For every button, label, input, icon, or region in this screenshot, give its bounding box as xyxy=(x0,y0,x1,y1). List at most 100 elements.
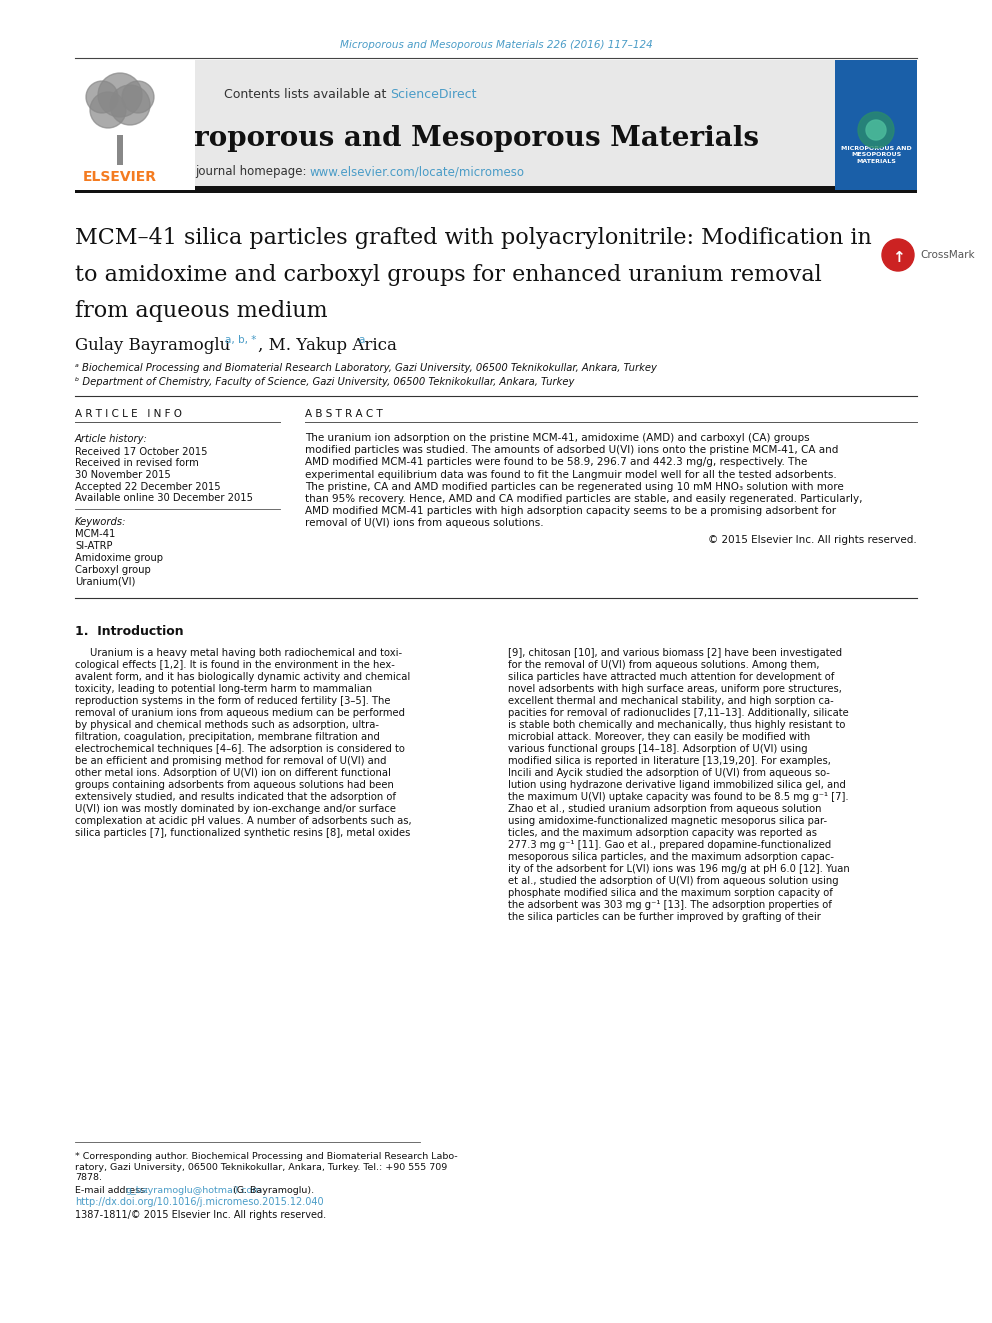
Text: ity of the adsorbent for L(VI) ions was 196 mg/g at pH 6.0 [12]. Yuan: ity of the adsorbent for L(VI) ions was … xyxy=(508,864,850,875)
Text: for the removal of U(VI) from aqueous solutions. Among them,: for the removal of U(VI) from aqueous so… xyxy=(508,660,819,669)
Text: Zhao et al., studied uranium adsorption from aqueous solution: Zhao et al., studied uranium adsorption … xyxy=(508,804,821,814)
Text: et al., studied the adsorption of U(VI) from aqueous solution using: et al., studied the adsorption of U(VI) … xyxy=(508,876,838,886)
Text: excellent thermal and mechanical stability, and high sorption ca-: excellent thermal and mechanical stabili… xyxy=(508,696,833,706)
Text: ticles, and the maximum adsorption capacity was reported as: ticles, and the maximum adsorption capac… xyxy=(508,828,817,837)
Text: various functional groups [14–18]. Adsorption of U(VI) using: various functional groups [14–18]. Adsor… xyxy=(508,744,807,754)
Text: groups containing adsorbents from aqueous solutions had been: groups containing adsorbents from aqueou… xyxy=(75,781,394,790)
Text: ratory, Gazi University, 06500 Teknikokullar, Ankara, Turkey. Tel.: +90 555 709: ratory, Gazi University, 06500 Teknikoku… xyxy=(75,1163,447,1171)
Text: * Corresponding author. Biochemical Processing and Biomaterial Research Labo-: * Corresponding author. Biochemical Proc… xyxy=(75,1152,457,1162)
Text: complexation at acidic pH values. A number of adsorbents such as,: complexation at acidic pH values. A numb… xyxy=(75,816,412,826)
Text: , M. Yakup Arica: , M. Yakup Arica xyxy=(258,336,397,353)
Text: MCM–41 silica particles grafted with polyacrylonitrile: Modification in: MCM–41 silica particles grafted with pol… xyxy=(75,228,872,249)
Text: the silica particles can be further improved by grafting of their: the silica particles can be further impr… xyxy=(508,912,820,922)
Text: journal homepage:: journal homepage: xyxy=(194,165,310,179)
Circle shape xyxy=(110,85,150,124)
Text: 277.3 mg g⁻¹ [11]. Gao et al., prepared dopamine-functionalized: 277.3 mg g⁻¹ [11]. Gao et al., prepared … xyxy=(508,840,831,849)
Circle shape xyxy=(86,81,118,112)
Text: MICROPOROUS AND
MESOPOROUS
MATERIALS: MICROPOROUS AND MESOPOROUS MATERIALS xyxy=(840,146,912,164)
Text: mesoporous silica particles, and the maximum adsorption capac-: mesoporous silica particles, and the max… xyxy=(508,852,834,863)
Text: © 2015 Elsevier Inc. All rights reserved.: © 2015 Elsevier Inc. All rights reserved… xyxy=(708,534,917,545)
Circle shape xyxy=(122,81,154,112)
Circle shape xyxy=(888,245,908,265)
Text: filtration, coagulation, precipitation, membrane filtration and: filtration, coagulation, precipitation, … xyxy=(75,732,380,742)
Text: 1387-1811/© 2015 Elsevier Inc. All rights reserved.: 1387-1811/© 2015 Elsevier Inc. All right… xyxy=(75,1211,326,1220)
Text: Uranium(VI): Uranium(VI) xyxy=(75,577,135,587)
Text: to amidoxime and carboxyl groups for enhanced uranium removal: to amidoxime and carboxyl groups for enh… xyxy=(75,265,821,286)
Text: Received 17 October 2015: Received 17 October 2015 xyxy=(75,447,207,456)
Text: A B S T R A C T: A B S T R A C T xyxy=(305,409,383,419)
Circle shape xyxy=(90,93,126,128)
Text: ᵇ Department of Chemistry, Faculty of Science, Gazi University, 06500 Teknikokul: ᵇ Department of Chemistry, Faculty of Sc… xyxy=(75,377,574,388)
Text: Contents lists available at: Contents lists available at xyxy=(223,89,390,102)
Text: Carboxyl group: Carboxyl group xyxy=(75,565,151,576)
Text: using amidoxime-functionalized magnetic mesoporus silica par-: using amidoxime-functionalized magnetic … xyxy=(508,816,827,826)
Text: [9], chitosan [10], and various biomass [2] have been investigated: [9], chitosan [10], and various biomass … xyxy=(508,648,842,658)
Text: Available online 30 December 2015: Available online 30 December 2015 xyxy=(75,493,253,503)
Text: MCM-41: MCM-41 xyxy=(75,529,115,538)
Text: Uranium is a heavy metal having both radiochemical and toxi-: Uranium is a heavy metal having both rad… xyxy=(90,648,402,658)
Circle shape xyxy=(882,239,914,271)
Text: ↑: ↑ xyxy=(892,250,905,265)
Text: the maximum U(VI) uptake capacity was found to be 8.5 mg g⁻¹ [7].: the maximum U(VI) uptake capacity was fo… xyxy=(508,792,848,802)
Text: the adsorbent was 303 mg g⁻¹ [13]. The adsorption properties of: the adsorbent was 303 mg g⁻¹ [13]. The a… xyxy=(508,900,832,910)
Text: silica particles [7], functionalized synthetic resins [8], metal oxides: silica particles [7], functionalized syn… xyxy=(75,828,411,837)
Text: 7878.: 7878. xyxy=(75,1174,102,1181)
Text: microbial attack. Moreover, they can easily be modified with: microbial attack. Moreover, they can eas… xyxy=(508,732,810,742)
Text: g_bayramoglu@hotmail.com: g_bayramoglu@hotmail.com xyxy=(125,1185,261,1195)
Text: Microporous and Mesoporous Materials: Microporous and Mesoporous Materials xyxy=(137,124,760,152)
Text: modified particles was studied. The amounts of adsorbed U(VI) ions onto the pris: modified particles was studied. The amou… xyxy=(305,446,838,455)
Bar xyxy=(117,135,123,165)
Text: CrossMark: CrossMark xyxy=(920,250,974,261)
Text: www.elsevier.com/locate/micromeso: www.elsevier.com/locate/micromeso xyxy=(310,165,525,179)
Text: a, b, *: a, b, * xyxy=(225,335,256,345)
Text: Microporous and Mesoporous Materials 226 (2016) 117–124: Microporous and Mesoporous Materials 226… xyxy=(339,40,653,50)
Text: The uranium ion adsorption on the pristine MCM-41, amidoxime (AMD) and carboxyl : The uranium ion adsorption on the pristi… xyxy=(305,433,809,443)
Text: lution using hydrazone derivative ligand immobilized silica gel, and: lution using hydrazone derivative ligand… xyxy=(508,781,846,790)
Text: reproduction systems in the form of reduced fertility [3–5]. The: reproduction systems in the form of redu… xyxy=(75,696,391,706)
Text: Article history:: Article history: xyxy=(75,434,148,445)
Text: A R T I C L E   I N F O: A R T I C L E I N F O xyxy=(75,409,182,419)
Text: SI-ATRP: SI-ATRP xyxy=(75,541,112,550)
Text: pacities for removal of radionuclides [7,11–13]. Additionally, silicate: pacities for removal of radionuclides [7… xyxy=(508,708,849,718)
Circle shape xyxy=(98,73,142,116)
Text: is stable both chemically and mechanically, thus highly resistant to: is stable both chemically and mechanical… xyxy=(508,720,845,730)
Text: E-mail address:: E-mail address: xyxy=(75,1185,152,1195)
Text: ELSEVIER: ELSEVIER xyxy=(83,169,157,184)
Text: a: a xyxy=(358,335,364,345)
Text: extensively studied, and results indicated that the adsorption of: extensively studied, and results indicat… xyxy=(75,792,396,802)
Text: modified silica is reported in literature [13,19,20]. For examples,: modified silica is reported in literatur… xyxy=(508,755,831,766)
Text: be an efficient and promising method for removal of U(VI) and: be an efficient and promising method for… xyxy=(75,755,387,766)
Text: novel adsorbents with high surface areas, uniform pore structures,: novel adsorbents with high surface areas… xyxy=(508,684,842,695)
Text: removal of U(VI) ions from aqueous solutions.: removal of U(VI) ions from aqueous solut… xyxy=(305,519,544,528)
Text: 1.  Introduction: 1. Introduction xyxy=(75,624,184,638)
Text: ScienceDirect: ScienceDirect xyxy=(390,89,476,102)
Text: The pristine, CA and AMD modified particles can be regenerated using 10 mM HNO₃ : The pristine, CA and AMD modified partic… xyxy=(305,482,844,492)
Text: than 95% recovery. Hence, AMD and CA modified particles are stable, and easily r: than 95% recovery. Hence, AMD and CA mod… xyxy=(305,493,862,504)
Text: by physical and chemical methods such as adsorption, ultra-: by physical and chemical methods such as… xyxy=(75,720,379,730)
Text: http://dx.doi.org/10.1016/j.micromeso.2015.12.040: http://dx.doi.org/10.1016/j.micromeso.20… xyxy=(75,1197,323,1207)
Text: U(VI) ion was mostly dominated by ion-exchange and/or surface: U(VI) ion was mostly dominated by ion-ex… xyxy=(75,804,396,814)
Text: phosphate modified silica and the maximum sorption capacity of: phosphate modified silica and the maximu… xyxy=(508,888,833,898)
Text: Keywords:: Keywords: xyxy=(75,517,127,527)
Bar xyxy=(835,60,917,191)
Text: Accepted 22 December 2015: Accepted 22 December 2015 xyxy=(75,482,220,492)
Bar xyxy=(75,60,835,191)
Text: 30 November 2015: 30 November 2015 xyxy=(75,470,171,480)
Text: silica particles have attracted much attention for development of: silica particles have attracted much att… xyxy=(508,672,834,681)
Bar xyxy=(75,60,195,191)
Text: removal of uranium ions from aqueous medium can be performed: removal of uranium ions from aqueous med… xyxy=(75,708,405,718)
Text: experimental equilibrium data was found to fit the Langmuir model well for all t: experimental equilibrium data was found … xyxy=(305,470,836,480)
Text: avalent form, and it has biologically dynamic activity and chemical: avalent form, and it has biologically dy… xyxy=(75,672,411,681)
Text: Amidoxime group: Amidoxime group xyxy=(75,553,163,564)
Text: other metal ions. Adsorption of U(VI) ion on different functional: other metal ions. Adsorption of U(VI) io… xyxy=(75,767,391,778)
Text: cological effects [1,2]. It is found in the environment in the hex-: cological effects [1,2]. It is found in … xyxy=(75,660,395,669)
Text: AMD modified MCM-41 particles were found to be 58.9, 296.7 and 442.3 mg/g, respe: AMD modified MCM-41 particles were found… xyxy=(305,458,807,467)
Text: Incili and Aycik studied the adsorption of U(VI) from aqueous so-: Incili and Aycik studied the adsorption … xyxy=(508,767,830,778)
Circle shape xyxy=(866,120,886,140)
Text: toxicity, leading to potential long-term harm to mammalian: toxicity, leading to potential long-term… xyxy=(75,684,372,695)
Text: from aqueous medium: from aqueous medium xyxy=(75,300,327,321)
Text: electrochemical techniques [4–6]. The adsorption is considered to: electrochemical techniques [4–6]. The ad… xyxy=(75,744,405,754)
Text: AMD modified MCM-41 particles with high adsorption capacity seems to be a promis: AMD modified MCM-41 particles with high … xyxy=(305,507,836,516)
Text: (G. Bayramoglu).: (G. Bayramoglu). xyxy=(230,1185,314,1195)
Bar xyxy=(75,187,917,193)
